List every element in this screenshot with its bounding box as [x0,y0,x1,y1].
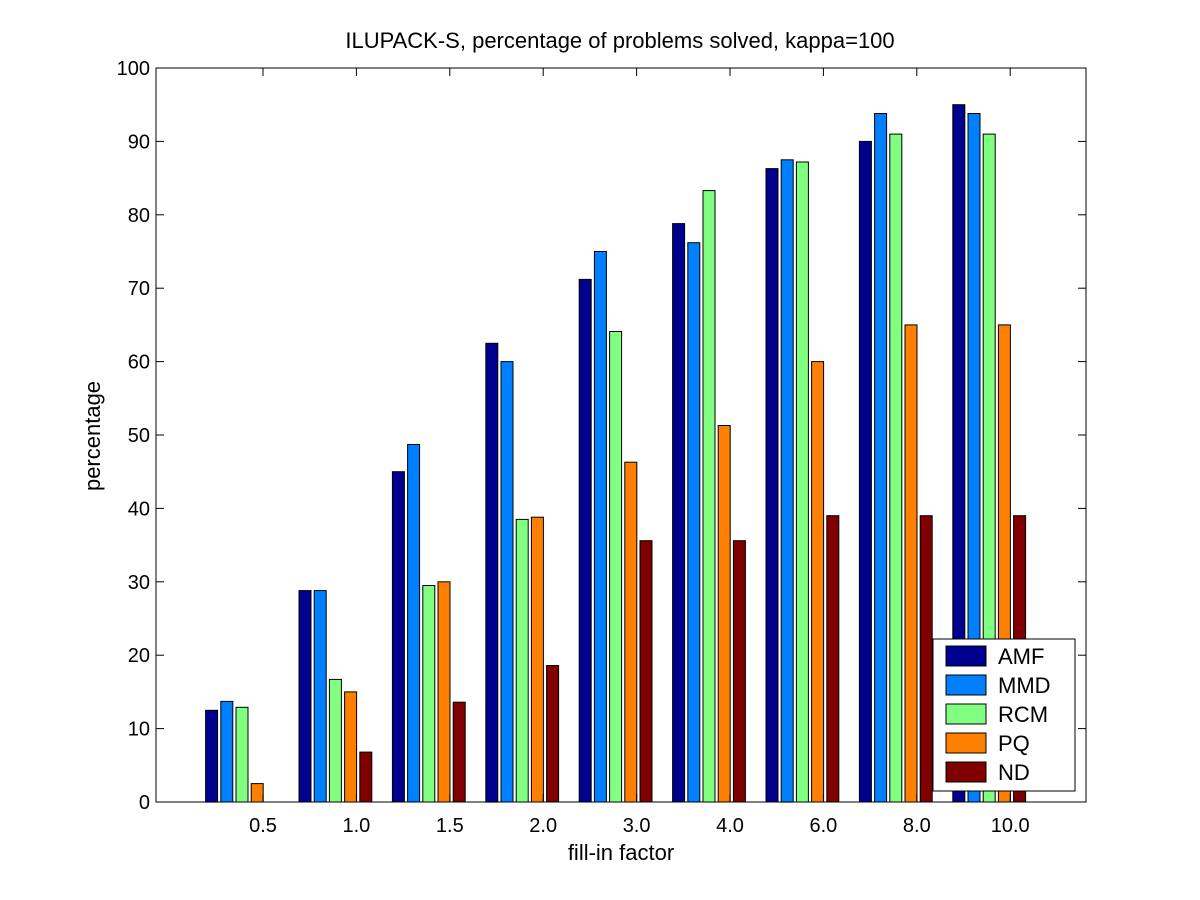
bars-layer [205,104,1027,803]
x-tick-label-4.0: 4.0 [716,815,744,837]
x-tick-label-6.0: 6.0 [809,815,837,837]
bar-rcm-1.0 [328,678,342,803]
bar-pq-4.0 [717,425,731,803]
bar-amf-8.0 [858,140,872,803]
legend: AMF MMD RCM PQ ND [932,638,1076,792]
bar-pq-2.0 [530,516,544,803]
bar-rcm-0.5 [235,706,249,803]
bar-amf-3.0 [578,278,592,803]
bar-nd-8.0 [919,515,933,803]
y-tick-label-20: 20 [128,645,150,667]
bar-mmd-4.0 [687,242,701,803]
x-axis-title: fill-in factor [568,840,674,865]
x-tick-label-1.5: 1.5 [436,815,464,837]
bar-amf-0.5 [205,709,219,803]
y-axis-title: percentage [80,381,105,491]
legend-label-nd: ND [998,760,1030,785]
bar-nd-1.5 [452,701,466,803]
x-tick-label-1.0: 1.0 [342,815,370,837]
bar-nd-2.0 [546,665,560,803]
y-tick-label-70: 70 [128,278,150,300]
bar-mmd-2.0 [500,361,514,803]
ticks-layer: 0 10 20 30 40 50 60 70 80 90 100 0.5 1.0 1.5 2.0 3.0 4.0… [117,58,1086,837]
bar-nd-6.0 [826,515,840,803]
y-tick-label-60: 60 [128,352,150,374]
bar-amf-1.0 [298,590,312,803]
bar-rcm-3.0 [609,331,623,803]
legend-swatch-mmd [945,674,987,696]
bar-nd-4.0 [732,540,746,803]
y-tick-label-10: 10 [128,719,150,741]
legend-label-mmd: MMD [998,673,1051,698]
legend-swatch-rcm [945,703,987,725]
bar-pq-1.5 [437,581,451,803]
bar-amf-2.0 [485,342,499,803]
x-tick-label-8.0: 8.0 [903,815,931,837]
legend-label-rcm: RCM [998,702,1048,727]
bar-nd-3.0 [639,540,653,803]
x-tick-label-2.0: 2.0 [529,815,557,837]
bar-mmd-0.5 [220,700,234,803]
bar-mmd-1.0 [313,590,327,803]
chart-title: ILUPACK-S, percentage of problems solved… [345,28,894,53]
x-tick-label-10.0: 10.0 [991,815,1030,837]
bar-pq-3.0 [624,461,638,803]
x-tick-label-3.0: 3.0 [623,815,651,837]
legend-swatch-pq [945,732,987,754]
y-tick-label-40: 40 [128,498,150,520]
bar-mmd-1.5 [407,444,421,803]
bar-rcm-4.0 [702,190,716,803]
legend-label-pq: PQ [998,731,1030,756]
bar-pq-1.0 [344,691,358,803]
bar-rcm-1.5 [422,585,436,803]
legend-swatch-amf [945,645,987,667]
bar-nd-1.0 [359,751,373,803]
bar-pq-0.5 [250,783,264,803]
y-tick-label-80: 80 [128,205,150,227]
y-tick-label-30: 30 [128,572,150,594]
y-tick-label-50: 50 [128,425,150,447]
y-tick-label-100: 100 [117,58,150,80]
x-tick-label-0.5: 0.5 [249,815,277,837]
bar-pq-6.0 [811,361,825,803]
bar-amf-1.5 [391,471,405,803]
bar-mmd-3.0 [593,251,607,803]
bar-rcm-8.0 [889,133,903,803]
bar-pq-8.0 [904,324,918,803]
y-tick-label-0: 0 [139,792,150,814]
bar-amf-4.0 [672,223,686,803]
bar-mmd-8.0 [874,113,888,803]
bar-mmd-6.0 [780,159,794,803]
legend-swatch-nd [945,761,987,783]
legend-items: AMF MMD RCM PQ ND [945,644,1051,785]
bar-amf-6.0 [765,168,779,803]
y-tick-label-90: 90 [128,131,150,153]
legend-label-amf: AMF [998,644,1044,669]
bar-rcm-6.0 [795,161,809,803]
bar-rcm-2.0 [515,518,529,803]
